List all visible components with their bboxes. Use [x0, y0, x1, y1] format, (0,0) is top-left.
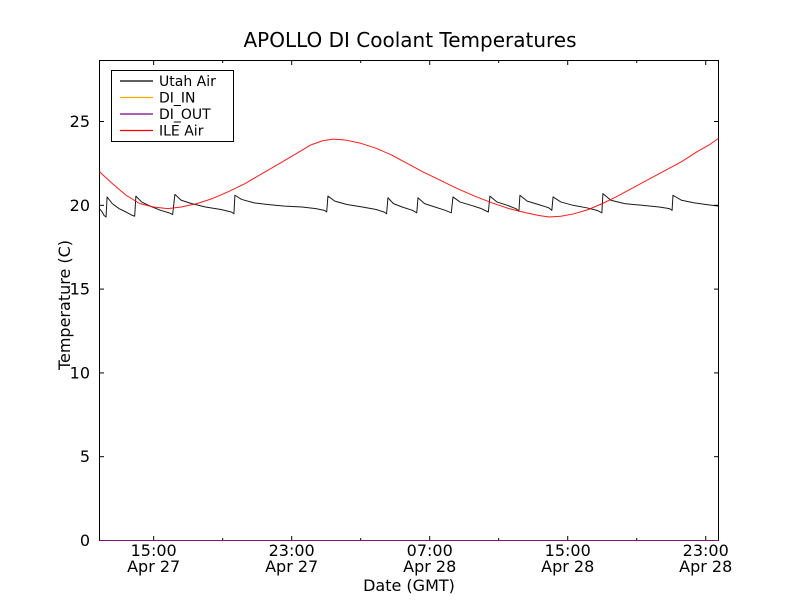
chart-title: APOLLO DI Coolant Temperatures: [243, 28, 576, 52]
legend-label-utah-air: Utah Air: [159, 74, 216, 90]
y-axis-label: Temperature (C): [55, 240, 74, 371]
y-tick-label: 15: [70, 280, 90, 299]
legend-label-ile-air: ILE Air: [159, 124, 204, 140]
y-tick-label: 10: [70, 363, 90, 382]
x-tick-label-time: 15:00: [131, 541, 177, 560]
x-tick-label-time: 23:00: [269, 541, 315, 560]
series-line-ile-air: [99, 137, 719, 218]
legend-box: [111, 70, 234, 142]
legend-label-di-in: DI_IN: [159, 91, 196, 107]
y-tick-label: 25: [70, 112, 90, 131]
y-tick-label: 0: [80, 531, 90, 550]
x-tick-label-time: 07:00: [407, 541, 453, 560]
legend: Utah Air DI_IN DI_OUT ILE Air: [111, 70, 234, 142]
series-layer: [99, 137, 719, 541]
x-tick-label-date: Apr 27: [265, 557, 318, 576]
y-tick-label: 5: [80, 447, 90, 466]
x-tick-label-time: 23:00: [683, 541, 729, 560]
x-tick-label-date: Apr 28: [541, 557, 594, 576]
series-line-utah-air: [99, 193, 719, 218]
x-tick-label-date: Apr 27: [127, 557, 180, 576]
y-tick-label: 20: [70, 196, 90, 215]
x-tick-label-date: Apr 28: [403, 557, 456, 576]
x-tick-label-date: Apr 28: [679, 557, 732, 576]
legend-label-di-out: DI_OUT: [159, 107, 211, 123]
x-tick-label-time: 15:00: [545, 541, 591, 560]
x-axis-label: Date (GMT): [363, 576, 455, 595]
